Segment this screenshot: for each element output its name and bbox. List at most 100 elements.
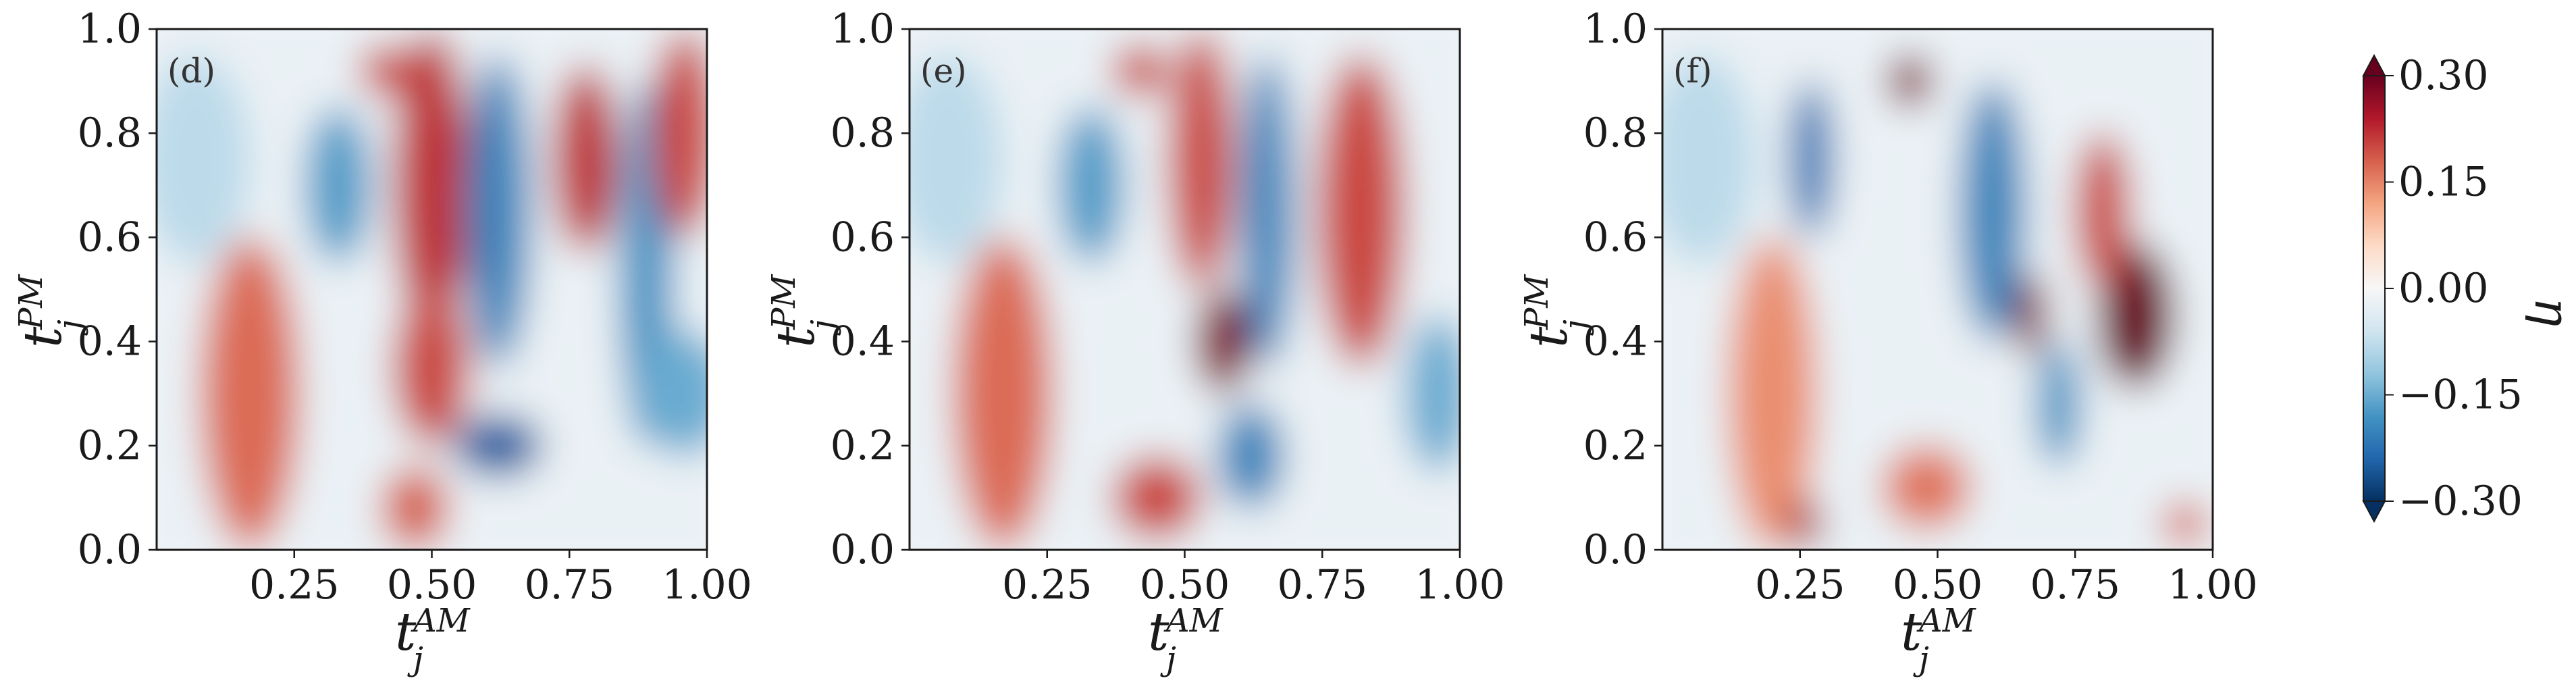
x-tick-label: 0.50	[1893, 561, 1983, 609]
heatmap-cell	[157, 55, 251, 263]
heatmap-cell	[1789, 81, 1833, 238]
panel-e: (e) 0.00.20.40.60.81.0 0.25 0.50 0.75 1.00 …	[765, 5, 1505, 678]
heatmap-cell	[1728, 237, 1817, 550]
y-tick-label: 0.6	[831, 213, 895, 261]
svg-text:t: t	[13, 326, 74, 348]
x-axis-label: t AM j	[1901, 602, 1977, 678]
colorbar: 0.30 0.15 0.00 −0.15 −0.30 η	[2362, 52, 2576, 525]
y-tick-label: 1.0	[78, 5, 142, 53]
y-tick-label: 1.0	[1583, 5, 1648, 53]
colorbar-tick-label: 0.00	[2398, 265, 2489, 312]
colorbar-extend-bottom	[2362, 501, 2386, 523]
heatmap-cell	[465, 55, 531, 368]
svg-text:t: t	[1901, 602, 1922, 663]
colorbar-gradient	[2363, 75, 2386, 502]
heatmap-cell	[2163, 503, 2207, 545]
heatmap-cell	[910, 55, 1003, 263]
y-tick-label: 0.6	[1583, 213, 1648, 261]
x-axis-label: t AM j	[395, 602, 471, 678]
y-tick-label: 0.2	[78, 422, 142, 469]
y-axis-ticks: 0.0 0.2 0.4 0.6 0.8 1.0	[1583, 5, 1662, 573]
svg-text:t: t	[766, 326, 826, 348]
y-tick-label: 0.8	[78, 109, 142, 157]
x-tick-label: 0.50	[387, 561, 477, 609]
x-tick-label: 1.00	[2167, 561, 2258, 609]
y-tick-label: 0.2	[831, 422, 895, 469]
heatmap-cell	[393, 289, 471, 446]
x-tick-label: 0.25	[1755, 561, 1845, 609]
colorbar-tick-label: 0.30	[2398, 52, 2489, 99]
heatmap-cell	[393, 29, 471, 342]
colorbar-tick-label: 0.15	[2398, 159, 2489, 206]
svg-text:t: t	[1519, 326, 1579, 348]
x-axis-ticks: 0.25 0.50 0.75 1.00	[1002, 550, 1505, 609]
heatmap-cell	[1195, 289, 1251, 394]
heatmap-cell	[1883, 445, 1971, 530]
svg-text:AM: AM	[1916, 602, 1977, 640]
heatmap-cell	[1789, 497, 1822, 550]
colorbar-tick-label: −0.15	[2398, 372, 2523, 419]
y-axis-ticks: 0.0 0.2 0.4 0.6 0.8 1.0	[831, 5, 910, 573]
panel-d: (d) 0.00.20.40.60.81.0 0.25 0.50 0.75 1.00 …	[12, 5, 752, 678]
x-tick-label: 1.00	[662, 561, 752, 609]
x-axis-label: t AM j	[1148, 602, 1224, 678]
y-tick-label: 1.0	[831, 5, 895, 53]
heatmap-cell	[360, 45, 416, 97]
heatmap-cell	[1113, 45, 1169, 97]
y-tick-label: 0.2	[1583, 422, 1648, 469]
y-tick-label: 0.4	[78, 318, 142, 365]
x-tick-label: 0.50	[1140, 561, 1230, 609]
panel-label: (f)	[1673, 51, 1712, 91]
y-tick-label: 0.4	[1583, 318, 1648, 365]
svg-text:t: t	[1148, 602, 1169, 663]
heatmap-cell	[1888, 55, 1933, 107]
x-tick-label: 0.25	[1002, 561, 1093, 609]
panel-label: (d)	[167, 51, 215, 91]
x-tick-label: 0.25	[249, 561, 340, 609]
heatmap-cell	[1662, 55, 1756, 263]
panel-f: (f) 0.00.20.40.60.81.0 0.25 0.50 0.75 1.00 …	[1518, 5, 2258, 678]
x-tick-label: 0.75	[524, 561, 614, 609]
heatmap-cell	[201, 237, 300, 550]
heatmap-cell	[2097, 242, 2174, 388]
heatmap-cell	[652, 29, 707, 238]
colorbar-label: η	[2524, 297, 2576, 326]
colorbar-ticks: 0.30 0.15 0.00 −0.15 −0.30	[2385, 52, 2523, 525]
svg-text:AM: AM	[411, 602, 471, 640]
heatmap-field	[910, 29, 1460, 550]
x-tick-label: 0.75	[2030, 561, 2120, 609]
heatmap-cell	[953, 237, 1053, 550]
heatmap-cell	[1240, 55, 1295, 368]
svg-text:PM: PM	[1518, 274, 1556, 330]
y-tick-label: 0.4	[831, 318, 895, 365]
heatmap-cell	[382, 466, 448, 550]
colorbar-extend-top	[2362, 53, 2386, 76]
heatmap-cell	[2014, 274, 2048, 357]
heatmap-field	[157, 29, 707, 550]
heatmap-cell	[1168, 29, 1234, 290]
y-axis-label: t PM j	[765, 274, 842, 348]
y-tick-label: 0.0	[78, 526, 142, 573]
colorbar-tick-label: −0.30	[2398, 478, 2523, 525]
heatmap-cell	[1404, 315, 1460, 472]
y-tick-label: 0.0	[831, 526, 895, 573]
svg-text:PM: PM	[765, 274, 803, 330]
y-tick-label: 0.0	[1583, 526, 1648, 573]
heatmap-cell	[2075, 133, 2130, 290]
heatmap-cell	[1058, 107, 1124, 263]
heatmap-cell	[454, 414, 542, 478]
y-tick-label: 0.8	[1583, 109, 1648, 157]
y-tick-label: 0.6	[78, 213, 142, 261]
heatmap-cell	[1217, 404, 1284, 509]
svg-text:t: t	[395, 602, 417, 663]
heatmap-field	[1662, 29, 2213, 550]
x-tick-label: 0.75	[1277, 561, 1367, 609]
heatmap-cell	[641, 331, 707, 457]
heatmap-cell	[552, 65, 619, 253]
heatmap-cell	[1960, 81, 2026, 342]
svg-text:AM: AM	[1163, 602, 1224, 640]
heatmap-cell	[305, 107, 371, 263]
heatmap-cell	[1113, 456, 1201, 540]
y-axis-label: t PM j	[12, 274, 89, 348]
